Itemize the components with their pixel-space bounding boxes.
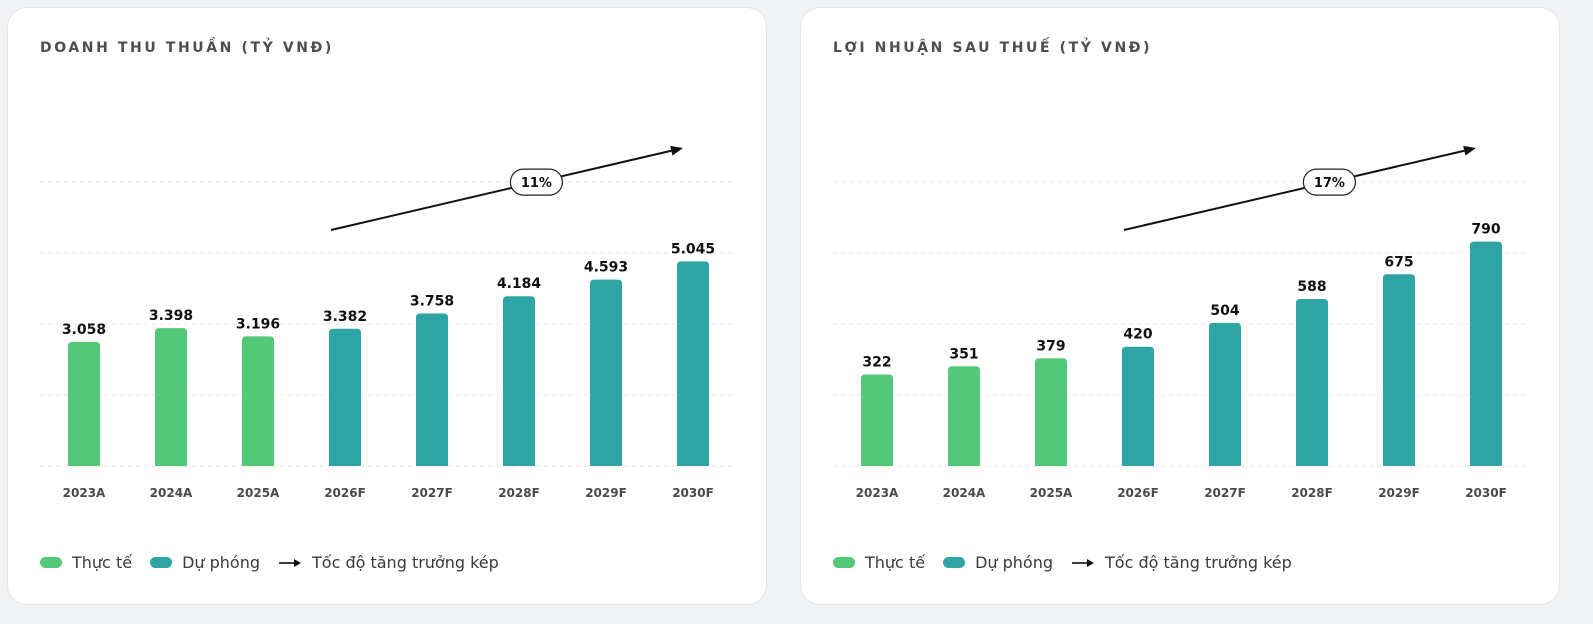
legend-item-forecast: Dự phóng xyxy=(150,553,260,572)
bar-2030F xyxy=(1470,241,1502,466)
legend-item-cagr: Tốc độ tăng trưởng kép xyxy=(1071,553,1292,572)
forecast-swatch-icon xyxy=(150,557,173,568)
category-label-2030F: 2030F xyxy=(1465,486,1507,500)
value-label-2029F: 4.593 xyxy=(584,260,628,276)
legend-item-actual: Thực tế xyxy=(833,553,925,572)
value-label-2028F: 4.184 xyxy=(497,276,542,292)
bar-2025A xyxy=(1035,358,1067,466)
legend-forecast-label: Dự phóng xyxy=(182,553,260,572)
profit-chart-card: LỢI NHUẬN SAU THUẾ (TỶ VNĐ) 322 2023A 351 2… xyxy=(800,7,1560,605)
legend-cagr-label: Tốc độ tăng trưởng kép xyxy=(1105,553,1292,572)
arrow-right-icon xyxy=(1072,558,1094,567)
category-label-2024A: 2024A xyxy=(943,486,986,500)
growth-arrow-head xyxy=(1463,145,1476,156)
value-label-2030F: 790 xyxy=(1471,222,1500,238)
revenue-chart: 3.058 2023A 3.398 2024A 3.196 2025A 3.382 2026F… xyxy=(40,145,736,500)
legend: Thực tế Dự phóng Tốc độ tăng trưởng kép xyxy=(833,553,1310,572)
legend-item-forecast: Dự phóng xyxy=(943,553,1053,572)
bar-2025A xyxy=(242,336,274,466)
category-label-2027F: 2027F xyxy=(1204,486,1246,500)
value-label-2025A: 379 xyxy=(1036,338,1065,354)
growth-arrow xyxy=(330,145,683,231)
category-label-2026F: 2026F xyxy=(1117,486,1159,500)
category-label-2028F: 2028F xyxy=(498,486,540,500)
bar-2029F xyxy=(1383,274,1415,466)
value-label-2023A: 3.058 xyxy=(62,322,106,338)
legend-item-cagr: Tốc độ tăng trưởng kép xyxy=(278,553,499,572)
value-label-2030F: 5.045 xyxy=(671,241,715,257)
bar-2024A xyxy=(155,328,187,466)
growth-label: 17% xyxy=(1314,176,1345,191)
bar-2028F xyxy=(503,296,535,466)
growth-label: 11% xyxy=(521,176,552,191)
growth-pill xyxy=(509,168,563,196)
bar-2026F xyxy=(329,328,361,466)
legend-actual-label: Thực tế xyxy=(72,553,133,572)
bar-2027F xyxy=(416,313,448,466)
value-label-2023A: 322 xyxy=(862,355,891,371)
bar-2023A xyxy=(68,341,100,466)
category-label-2023A: 2023A xyxy=(63,486,106,500)
legend-actual-label: Thực tế xyxy=(865,553,926,572)
category-label-2029F: 2029F xyxy=(1378,486,1420,500)
category-label-2028F: 2028F xyxy=(1291,486,1333,500)
category-label-2030F: 2030F xyxy=(672,486,714,500)
bar-2027F xyxy=(1209,322,1241,466)
growth-arrow xyxy=(1123,145,1476,231)
category-label-2023A: 2023A xyxy=(856,486,899,500)
growth-arrow-head xyxy=(670,145,683,156)
category-label-2026F: 2026F xyxy=(324,486,366,500)
forecast-swatch-icon xyxy=(943,557,966,568)
category-label-2024A: 2024A xyxy=(150,486,193,500)
chart-title: LỢI NHUẬN SAU THUẾ (TỶ VNĐ) xyxy=(833,40,1153,56)
bar-2023A xyxy=(861,374,893,466)
chart-title: DOANH THU THUẦN (TỶ VNĐ) xyxy=(40,40,334,56)
bar-2030F xyxy=(677,261,709,466)
profit-chart: 322 2023A 351 2024A 379 2025A 420 2026F 504 2027F… xyxy=(833,145,1529,500)
value-label-2025A: 3.196 xyxy=(236,316,280,332)
bar-2028F xyxy=(1296,299,1328,466)
growth-pill xyxy=(1302,168,1356,196)
legend-cagr-label: Tốc độ tăng trưởng kép xyxy=(312,553,499,572)
value-label-2027F: 3.758 xyxy=(410,294,454,310)
growth-arrow-line xyxy=(1123,149,1465,231)
value-label-2026F: 3.382 xyxy=(323,309,367,325)
bar-2029F xyxy=(590,279,622,466)
category-label-2029F: 2029F xyxy=(585,486,627,500)
value-label-2024A: 3.398 xyxy=(149,308,193,324)
value-label-2029F: 675 xyxy=(1384,254,1413,270)
value-label-2027F: 504 xyxy=(1210,303,1239,319)
bar-2026F xyxy=(1122,346,1154,466)
category-label-2027F: 2027F xyxy=(411,486,453,500)
category-label-2025A: 2025A xyxy=(1030,486,1073,500)
growth-arrow-line xyxy=(330,149,672,231)
actual-swatch-icon xyxy=(40,557,62,568)
value-label-2026F: 420 xyxy=(1123,327,1152,343)
value-label-2024A: 351 xyxy=(949,346,978,362)
arrow-right-icon xyxy=(279,558,301,567)
legend-item-actual: Thực tế xyxy=(40,553,132,572)
value-label-2028F: 588 xyxy=(1297,279,1326,295)
revenue-chart-card: DOANH THU THUẦN (TỶ VNĐ) 3.058 2023A 3.398… xyxy=(7,7,767,605)
legend-forecast-label: Dự phóng xyxy=(975,553,1053,572)
category-label-2025A: 2025A xyxy=(237,486,280,500)
actual-swatch-icon xyxy=(833,557,855,568)
legend: Thực tế Dự phóng Tốc độ tăng trưởng kép xyxy=(40,553,517,572)
bar-2024A xyxy=(948,366,980,466)
